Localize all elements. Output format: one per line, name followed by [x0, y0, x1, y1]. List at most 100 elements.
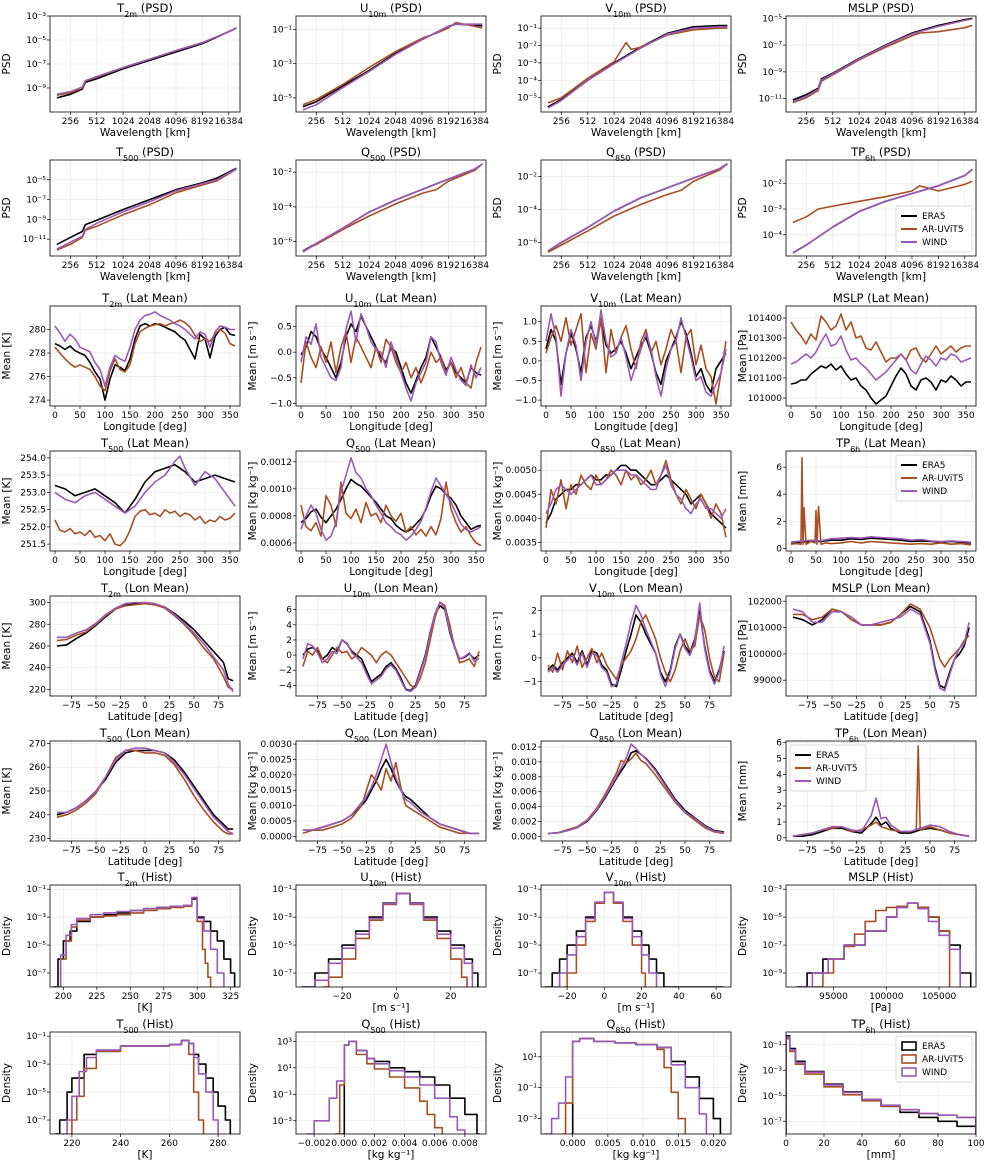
y-axis-label: Mean [m s⁻¹] — [247, 322, 259, 391]
x-tick-label: 250 — [417, 411, 434, 421]
x-tick-label: 25 — [410, 846, 421, 856]
x-tick-label: 300 — [442, 411, 459, 421]
x-tick-label: 200 — [146, 411, 163, 421]
series-line-wind — [56, 27, 237, 96]
x-tick-label: −75 — [62, 701, 81, 711]
x-axis-label: Latitude [deg] — [354, 856, 429, 868]
series-line-wind — [545, 309, 727, 397]
y-tick-label: 10⁻⁹ — [762, 969, 782, 979]
x-tick-label: 300 — [189, 992, 206, 1002]
y-axis-label: Mean [kg kg⁻¹] — [247, 462, 259, 541]
y-tick-label: 0.012 — [511, 743, 537, 753]
y-axis-label: Mean [K] — [1, 622, 13, 669]
y-tick-label: 10⁻⁵ — [517, 941, 537, 951]
series-line-wind — [56, 747, 234, 835]
x-tick-label: 40 — [673, 992, 685, 1002]
y-axis-label: Density — [737, 1063, 749, 1103]
subplot-lat-mslp: 0 50 100 150 200 250 300 350 101000 101100 101200 1… — [737, 291, 977, 433]
y-tick-label: 252.0 — [20, 523, 46, 533]
x-tick-label: −25 — [357, 846, 376, 856]
y-tick-label: 10⁻¹ — [517, 885, 537, 895]
y-tick-label: 0.0015 — [261, 786, 293, 796]
x-tick-label: 150 — [121, 556, 138, 566]
series-line-era5 — [54, 464, 236, 514]
series-line-ar-uvit5 — [792, 745, 970, 837]
x-tick-label: 8192 — [437, 117, 460, 127]
series-line-ar-uvit5 — [545, 459, 727, 538]
x-tick-label: 80 — [932, 1139, 944, 1149]
x-axis-label: Wavelength [km] — [100, 271, 190, 283]
y-tick-label: 101000 — [748, 624, 783, 634]
series-line-wind — [792, 18, 973, 103]
subplot-title: V10m (Hist) — [606, 870, 667, 888]
axes-frame — [49, 450, 241, 552]
y-tick-label: 101100 — [748, 374, 783, 384]
series-line-wind — [545, 464, 727, 520]
series-line-era5 — [302, 23, 483, 108]
subplot-title: Q500 (Lon Mean) — [345, 726, 438, 744]
series-line-wind — [302, 23, 483, 111]
y-tick-label: 10⁻⁵ — [762, 1092, 782, 1102]
y-tick-label: 10⁻⁴ — [517, 76, 537, 86]
subplot-psd-q500: 256 512 1024 2048 4096 8192 16384 10⁻⁶ 10⁻⁴ 10⁻² Q… — [272, 145, 489, 283]
x-tick-label: 8192 — [927, 261, 950, 271]
x-axis-label: Latitude [deg] — [844, 711, 919, 723]
x-tick-label: 8192 — [191, 261, 214, 271]
y-tick-label: 10⁻¹ — [762, 1041, 782, 1051]
y-tick-label: 10⁻³ — [762, 205, 782, 215]
y-tick-label: 0.0030 — [261, 740, 293, 750]
y-tick-label: 10⁻⁵ — [517, 94, 537, 104]
series-line-wind — [547, 26, 728, 109]
y-axis-label: Mean [kg kg⁻¹] — [492, 752, 504, 831]
y-tick-label: 10⁻⁴ — [517, 205, 537, 215]
y-axis-label: PSD — [737, 197, 749, 218]
series-line-wind — [300, 457, 482, 541]
y-tick-label: 0.0 — [278, 348, 293, 358]
x-tick-label: 0 — [878, 701, 884, 711]
legend-label: WIND — [922, 238, 947, 248]
x-tick-label: 4096 — [901, 117, 924, 127]
y-tick-label: 278 — [29, 349, 46, 359]
y-tick-label: 220 — [29, 685, 46, 695]
y-tick-label: 1 — [776, 818, 782, 828]
axes-frame — [540, 159, 732, 257]
y-tick-label: −0.5 — [515, 377, 537, 387]
y-axis-label: Mean [m s⁻¹] — [492, 322, 504, 391]
x-tick-label: −75 — [308, 701, 327, 711]
subplot-psd-t500: 256 512 1024 2048 4096 8192 16384 10⁻¹¹ 10⁻⁹ 10⁻⁷… — [1, 145, 243, 283]
series-line-ar-uvit5 — [56, 168, 237, 251]
y-axis-label: Mean [K] — [1, 767, 13, 814]
subplot-title: TP6h (PSD) — [850, 145, 911, 163]
y-tick-label: 10¹ — [522, 1053, 537, 1063]
y-tick-label: 10⁻³ — [517, 59, 537, 69]
x-tick-label: 8192 — [437, 261, 460, 271]
axes-frame — [540, 450, 732, 552]
series-line-wind — [302, 163, 483, 253]
axes-frame — [49, 305, 241, 407]
x-tick-label: 16384 — [950, 117, 979, 127]
axes-frame — [785, 1031, 977, 1135]
x-tick-label: 2048 — [874, 117, 897, 127]
series-line-wind — [56, 168, 237, 250]
y-tick-label: 10⁻³ — [26, 12, 46, 22]
series-line-wind — [306, 892, 474, 987]
y-tick-label: 0.010 — [511, 758, 537, 768]
y-tick-label: 10⁻⁵ — [26, 176, 46, 186]
x-tick-label: 300 — [932, 411, 949, 421]
subplot-lat-u10m: 0 50 100 150 200 250 300 350 −1.0 −0.5 0.0 0.5 U10m … — [247, 291, 487, 433]
x-axis-label: Longitude [deg] — [839, 566, 923, 578]
x-tick-label: −50 — [823, 846, 842, 856]
x-tick-label: 256 — [798, 261, 815, 271]
subplot-title: MSLP (Lat Mean) — [833, 291, 929, 305]
x-axis-label: Latitude [deg] — [844, 856, 919, 868]
x-tick-label: 0.010 — [630, 1139, 656, 1149]
x-tick-label: 2048 — [138, 261, 161, 271]
x-tick-label: −0.002 — [297, 1139, 330, 1149]
y-tick-label: 0.5 — [278, 323, 292, 333]
x-tick-label: 256 — [553, 261, 570, 271]
subplot-psd-v10m: 256 512 1024 2048 4096 8192 16384 10⁻⁵ 10⁻⁴ 10⁻³ 1… — [492, 1, 734, 139]
x-axis-label: Longitude [deg] — [349, 566, 433, 578]
y-tick-label: 4 — [286, 621, 292, 631]
subplot-lon-q500: −75 −50 −25 0 25 50 75 0.0000 0.0005 0.0010 0.0015… — [247, 726, 487, 868]
axes-frame — [295, 159, 487, 257]
